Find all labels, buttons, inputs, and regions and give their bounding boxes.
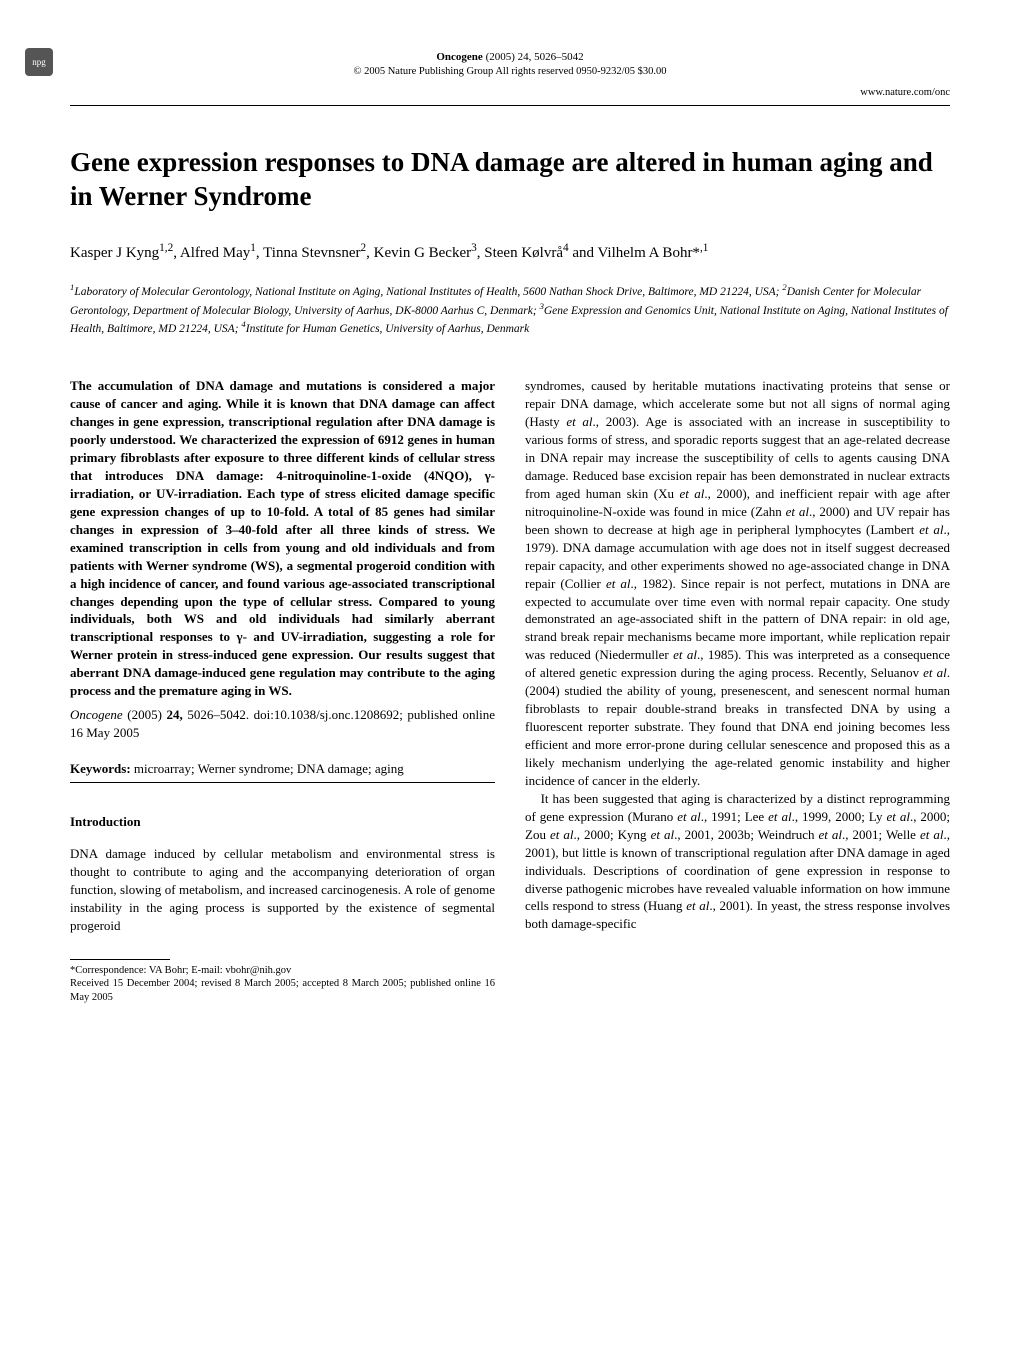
dates-footnote: Received 15 December 2004; revised 8 Mar… [70, 977, 495, 1004]
author-list: Kasper J Kyng1,2, Alfred May1, Tinna Ste… [70, 241, 950, 264]
keywords-text: microarray; Werner syndrome; DNA damage;… [131, 761, 404, 776]
copyright-line: © 2005 Nature Publishing Group All right… [70, 65, 950, 80]
right-paragraph-1: syndromes, caused by heritable mutations… [525, 377, 950, 790]
journal-line: Oncogene (2005) 24, 5026–5042 [70, 50, 950, 65]
journal-url: www.nature.com/onc [70, 86, 950, 101]
right-column: syndromes, caused by heritable mutations… [525, 377, 950, 1004]
abstract-text: The accumulation of DNA damage and mutat… [70, 377, 495, 700]
header-rule [70, 105, 950, 106]
keywords-block: Keywords: microarray; Werner syndrome; D… [70, 760, 495, 783]
two-column-body: The accumulation of DNA damage and mutat… [70, 377, 950, 1004]
citation-journal: Oncogene [70, 707, 123, 722]
right-paragraph-2: It has been suggested that aging is char… [525, 790, 950, 934]
intro-paragraph-left: DNA damage induced by cellular metabolis… [70, 845, 495, 935]
correspondence-footnote: *Correspondence: VA Bohr; E-mail: vbohr@… [70, 964, 495, 978]
article-citation: Oncogene (2005) 24, 5026–5042. doi:10.10… [70, 706, 495, 742]
journal-issue: (2005) 24, 5026–5042 [486, 51, 584, 63]
journal-name: Oncogene [436, 51, 482, 63]
affiliations: 1Laboratory of Molecular Gerontology, Na… [70, 282, 950, 337]
citation-rest: (2005) 24, 5026–5042. doi:10.1038/sj.onc… [70, 707, 495, 740]
left-column: The accumulation of DNA damage and mutat… [70, 377, 495, 1004]
keywords-label: Keywords: [70, 761, 131, 776]
introduction-heading: Introduction [70, 813, 495, 831]
journal-header: Oncogene (2005) 24, 5026–5042 © 2005 Nat… [70, 50, 950, 80]
article-title: Gene expression responses to DNA damage … [70, 146, 950, 214]
publisher-logo: npg [25, 48, 53, 76]
footnote-rule [70, 959, 170, 960]
